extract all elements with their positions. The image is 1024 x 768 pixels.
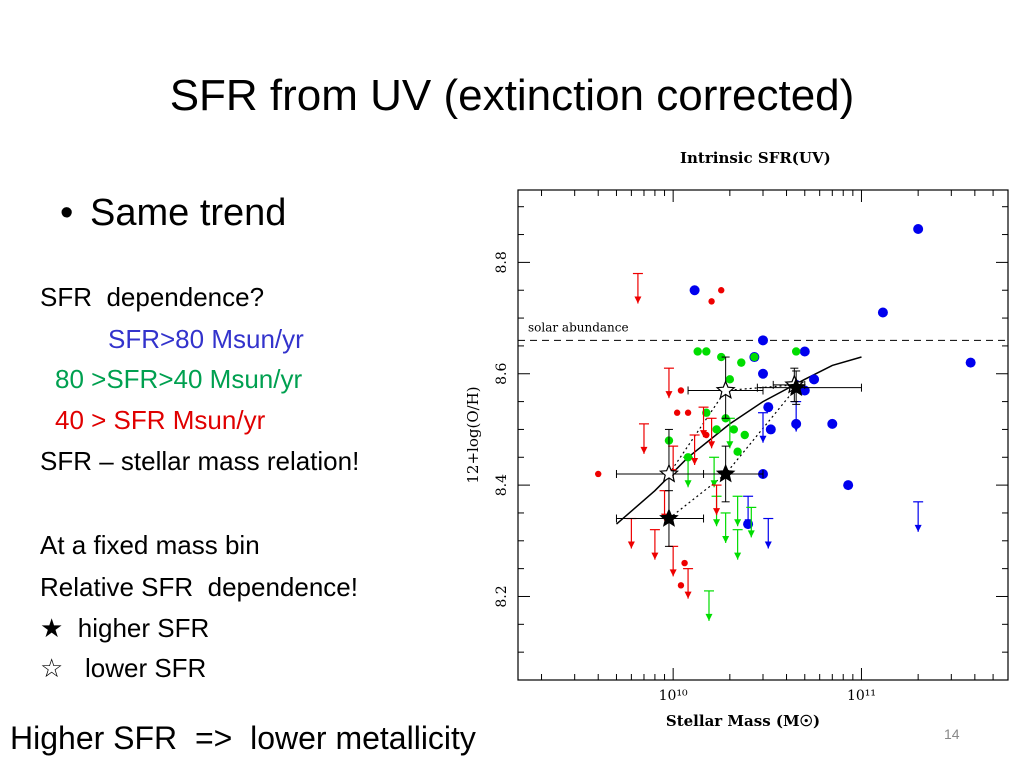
note-line: 40 > SFR Msun/yr [55,405,266,435]
mid-sfr-limit-arrow [713,519,721,527]
mid-sfr-point [750,352,759,362]
x-tick-label: 10¹⁰ [659,688,688,704]
higher-sfr-star-icon [715,463,736,483]
note-line: At a fixed mass bin [40,530,260,560]
low-sfr-limit-arrow [640,446,648,454]
low-sfr-limit-arrow [684,591,692,599]
note-line: ★ higher SFR [40,613,210,643]
y-tick-label: 8.6 [494,363,510,385]
slide-title: SFR from UV (extinction corrected) [169,71,855,120]
note-line: Relative SFR dependence! [40,572,358,602]
x-axis-label: Stellar Mass (M☉) [666,712,820,730]
mid-sfr-point [733,447,742,456]
mid-sfr-limit-arrow [747,530,755,538]
lower-sfr-star-icon [715,379,736,399]
y-axis-label: 12+log(O/H) [464,386,482,483]
low-sfr-limit-arrow [700,430,708,438]
high-sfr-point [765,424,776,435]
mid-sfr-limit-arrow [705,613,713,621]
y-tick-label: 8.4 [494,474,510,496]
mid-sfr-point [737,358,746,367]
x-tick-label: 10¹¹ [847,688,876,704]
low-sfr-limit-arrow [651,552,659,560]
bullet-item: • Same trend [60,190,286,236]
high-sfr-point [799,346,810,357]
mid-sfr-point [717,352,726,362]
higher-sfr-star-icon [659,508,679,527]
high-sfr-point [965,357,976,368]
low-sfr-point [684,409,692,416]
mid-sfr-point [791,347,801,356]
note-line: ☆ lower SFR [40,653,207,683]
low-sfr-point [718,287,725,294]
solar-abundance-label: solar abundance [528,320,629,334]
mid-sfr-limit-arrow [734,519,742,527]
low-sfr-limit-arrow [665,391,673,399]
low-sfr-limit-arrow [634,296,642,304]
high-sfr-limit-arrow [759,435,767,443]
high-sfr-limit-arrow [792,424,800,432]
mid-sfr-limit-arrow [726,441,734,449]
y-tick-label: 8.2 [494,585,510,607]
mid-sfr-point [702,408,711,417]
low-sfr-point [677,582,685,589]
high-sfr-point [763,402,774,413]
high-sfr-point [843,480,854,491]
mid-sfr-point [729,425,739,434]
mid-sfr-limit-arrow [722,535,730,543]
low-sfr-point [708,298,715,305]
page-number: 14 [944,726,960,742]
mid-sfr-point [725,375,735,384]
conclusion-text: Higher SFR => lower metallicity [10,720,476,756]
bullet-dot-icon: • [60,192,74,234]
note-line: SFR>80 Msun/yr [108,324,304,354]
mid-sfr-point [693,347,702,356]
low-sfr-limit-arrow [669,569,677,577]
mid-sfr-limit-arrow [734,552,742,560]
high-sfr-limit-arrow [744,519,752,527]
bullet-text: Same trend [90,192,287,234]
high-sfr-point [827,418,838,429]
mid-sfr-point [712,425,721,434]
mid-sfr-limit-arrow [684,480,692,488]
mid-sfr-point [702,347,711,356]
y-tick-label: 8.8 [494,251,510,273]
low-sfr-limit-arrow [691,458,699,465]
high-sfr-limit-arrow [914,524,922,532]
mid-sfr-limit-arrow [710,480,718,488]
low-sfr-limit-arrow [708,441,716,449]
low-sfr-limit-arrow [713,508,721,516]
high-sfr-point [809,374,820,385]
low-sfr-point [673,409,681,416]
high-sfr-point [758,368,768,379]
mass-metallicity-fit-curve [616,356,862,525]
chart-title: Intrinsic SFR(UV) [680,149,831,167]
mid-sfr-point [740,430,749,440]
note-line: 80 >SFR>40 Msun/yr [55,364,303,394]
high-sfr-point [877,307,888,318]
low-sfr-point [677,387,685,394]
note-line: SFR dependence? [40,282,265,312]
low-sfr-point [681,559,688,567]
high-sfr-limit-arrow [764,541,772,549]
low-sfr-point [595,470,602,478]
low-sfr-limit-arrow [627,541,635,549]
note-line: SFR – stellar mass relation! [40,446,360,476]
higher-sfr-star-icon [786,377,806,397]
high-sfr-point [689,285,700,296]
high-sfr-point [913,223,924,234]
high-sfr-point [758,335,768,346]
